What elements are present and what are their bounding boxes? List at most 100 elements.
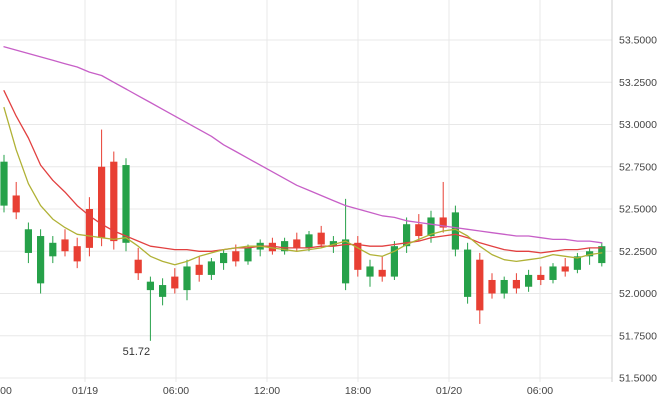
candle-body [232, 251, 240, 262]
candle-body [488, 279, 496, 294]
y-axis-label: 53.5000 [619, 35, 657, 47]
candle-down[interactable] [195, 256, 203, 282]
y-axis-label: 52.0000 [619, 288, 657, 300]
candle-up[interactable] [220, 249, 228, 270]
candle-down[interactable] [512, 273, 520, 294]
candle-body [561, 266, 569, 272]
candle-body [183, 266, 191, 291]
candle-down[interactable] [476, 252, 484, 324]
candle-body [305, 234, 313, 248]
candle-body [73, 246, 81, 262]
candle-down[interactable] [134, 247, 142, 280]
candle-body [171, 276, 179, 289]
ma-mid-line [3, 90, 603, 254]
candle-down[interactable] [73, 237, 81, 269]
x-axis-label: 12:00 [254, 385, 280, 397]
x-axis-label: 18:00 [345, 385, 371, 397]
candle-down[interactable] [12, 181, 20, 220]
candle-down[interactable] [61, 229, 69, 257]
y-axis-label: 52.5000 [619, 204, 657, 216]
candle-down[interactable] [110, 151, 118, 250]
candle-body [537, 274, 545, 280]
candle-up[interactable] [390, 241, 398, 280]
candle-down[interactable] [488, 273, 496, 299]
candle-up[interactable] [0, 154, 8, 213]
candle-down[interactable] [439, 181, 447, 233]
candle-body [220, 252, 228, 264]
candle-body [451, 212, 459, 250]
candle-body [195, 264, 203, 275]
candle-body [439, 217, 447, 228]
candle-body [512, 279, 520, 289]
candle-up[interactable] [525, 269, 533, 292]
candle-down[interactable] [378, 256, 386, 282]
candle-down[interactable] [415, 214, 423, 242]
candle-body [98, 166, 106, 238]
x-axis-label: 06:00 [163, 385, 189, 397]
y-axis-label: 53.2500 [619, 77, 657, 89]
candle-body [0, 161, 8, 206]
candle-body [342, 239, 350, 284]
ma-fast-line [3, 106, 603, 266]
candle-body [500, 279, 508, 294]
candle-up[interactable] [49, 236, 57, 264]
candle-down[interactable] [85, 197, 93, 257]
candle-up[interactable] [500, 276, 508, 299]
candle-down[interactable] [537, 266, 545, 286]
candle-body [427, 217, 435, 237]
candle-down[interactable] [561, 258, 569, 277]
candle-body [37, 236, 45, 284]
candle-up[interactable] [146, 276, 154, 341]
candle-down[interactable] [317, 225, 325, 248]
candle-body [293, 239, 301, 248]
y-axis-label: 53.0000 [619, 119, 657, 131]
candle-up[interactable] [183, 259, 191, 301]
x-axis-label: 01/19 [72, 385, 98, 397]
candle-up[interactable] [464, 242, 472, 304]
candle-down[interactable] [98, 129, 106, 247]
candle-down[interactable] [171, 268, 179, 294]
x-axis-label: 01/20 [436, 385, 462, 397]
candle-up[interactable] [549, 263, 557, 284]
y-axis-label: 51.5000 [619, 373, 657, 385]
candle-up[interactable] [159, 278, 167, 306]
low-price-annotation: 51.72 [123, 346, 151, 358]
candle-up[interactable] [598, 242, 606, 267]
candle-body [268, 242, 276, 252]
candle-body [24, 229, 32, 253]
y-axis-label: 51.7500 [619, 330, 657, 342]
candle-body [403, 224, 411, 247]
candle-body [12, 195, 20, 213]
x-axis-label: 06:00 [527, 385, 553, 397]
candle-body [110, 161, 118, 242]
candle-body [378, 269, 386, 277]
candle-up[interactable] [24, 222, 32, 264]
candle-body [85, 209, 93, 248]
candle-body [366, 266, 374, 277]
candle-body [586, 251, 594, 257]
candle-body [390, 246, 398, 277]
candle-up[interactable] [366, 259, 374, 287]
candle-down[interactable] [354, 236, 362, 277]
candle-body [329, 241, 337, 247]
candle-up[interactable] [207, 258, 215, 280]
candle-up[interactable] [37, 229, 45, 294]
candle-body [525, 274, 533, 287]
candle-body [476, 259, 484, 311]
y-axis-label: 52.7500 [619, 161, 657, 173]
candle-body [146, 281, 154, 291]
candle-up[interactable] [573, 252, 581, 274]
candle-body [61, 239, 69, 252]
y-axis-label: 52.2500 [619, 246, 657, 258]
candle-body [317, 232, 325, 245]
candle-body [159, 285, 167, 297]
candle-up[interactable] [403, 217, 411, 253]
candle-up[interactable] [451, 205, 459, 257]
candle-body [122, 165, 130, 243]
candle-body [354, 242, 362, 270]
x-axis-label: 00 [0, 385, 12, 397]
candle-up[interactable] [281, 237, 289, 255]
candle-up[interactable] [586, 247, 594, 265]
